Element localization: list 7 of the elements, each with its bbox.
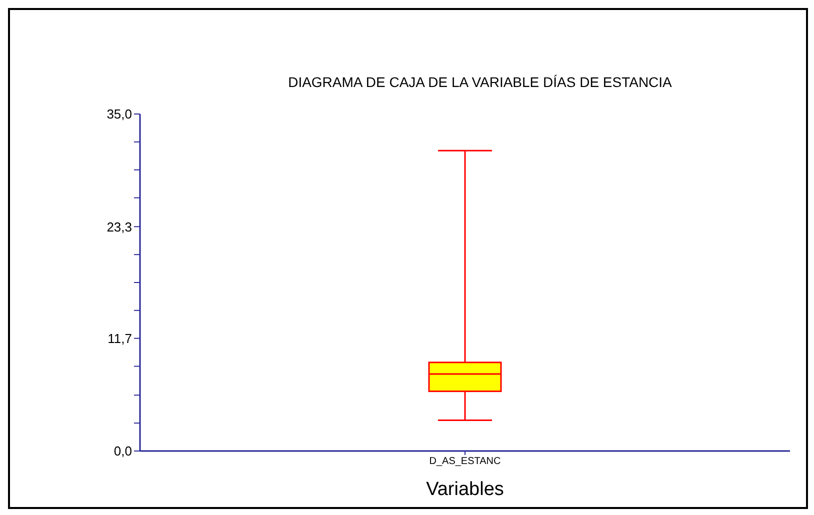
y-tick-label: 35,0	[106, 106, 132, 122]
x-tick-label: D_AS_ESTANC	[429, 456, 501, 468]
y-tick-label: 11,7	[108, 330, 132, 346]
x-axis-title: Variables	[426, 479, 504, 500]
chart-title: DIAGRAMA DE CAJA DE LA VARIABLE DÍAS DE ESTANCIA	[287, 74, 673, 90]
y-tick-label: 23,3	[106, 219, 132, 234]
y-tick-label: 0,0	[114, 444, 132, 459]
